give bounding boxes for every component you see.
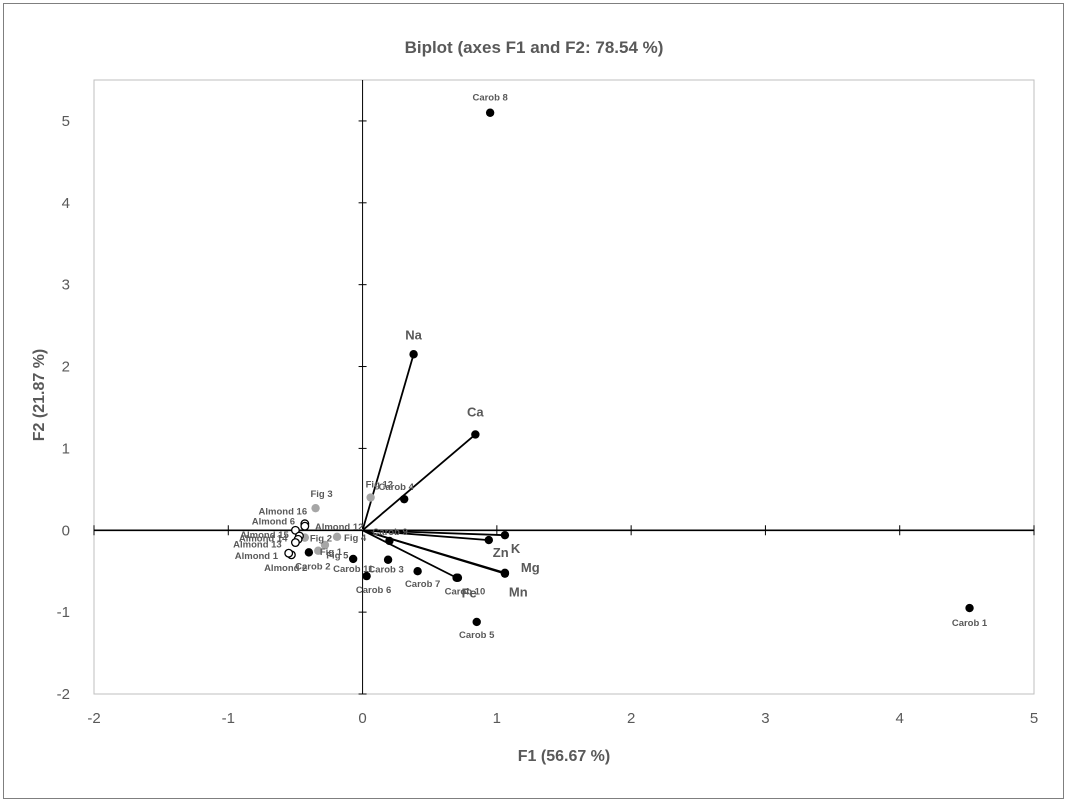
y-tick-label: 3: [62, 277, 70, 294]
x-tick-label: -1: [222, 710, 235, 727]
vector-end-zn: [484, 535, 493, 545]
label-almond-16: Almond 16: [259, 507, 308, 518]
point-carob-11: [348, 554, 358, 564]
point-carob-8: [485, 108, 495, 117]
label-fig-1: Fig 1: [320, 547, 343, 558]
vector-end-mn: [500, 569, 510, 578]
y-tick-label: -2: [57, 686, 70, 703]
variable-label-fe: Fe: [462, 586, 477, 601]
x-tick-label: 1: [493, 710, 501, 727]
variable-label-mg: Mg: [521, 560, 540, 575]
y-tick-label: 0: [62, 522, 70, 539]
label-carob-11: Carob 11: [333, 564, 374, 575]
label-fig-2: Fig 2: [310, 534, 332, 545]
label-carob-1: Carob 1: [952, 618, 988, 629]
label-carob-9: Carob 9: [372, 527, 407, 538]
label-carob-7: Carob 7: [405, 579, 440, 590]
x-axis-title: F1 (56.67 %): [518, 748, 610, 765]
chart-title: Biplot (axes F1 and F2: 78.54 %): [405, 38, 664, 57]
label-almond-13: Almond 13: [233, 540, 282, 551]
variable-label-k: K: [511, 541, 521, 556]
label-carob-5: Carob 5: [459, 630, 495, 641]
y-tick-label: 5: [62, 113, 70, 130]
point-carob-5: [472, 617, 481, 627]
x-tick-label: 2: [627, 710, 635, 727]
label-almond-1: Almond 1: [235, 551, 279, 562]
x-tick-label: 0: [358, 710, 366, 727]
variable-label-zn: Zn: [493, 545, 509, 560]
label-carob-2: Carob 2: [295, 561, 330, 572]
vector-fe: [362, 529, 457, 579]
vector-mn: [362, 529, 506, 575]
point-almond-12: [300, 521, 310, 531]
x-tick-label: -2: [87, 710, 100, 727]
y-axis-title: F2 (21.87 %): [31, 349, 48, 441]
label-carob-4: Carob 4: [379, 482, 415, 493]
point-almond-2: [284, 548, 294, 558]
point-carob-1: [965, 603, 974, 613]
point-carob-10: [453, 573, 463, 582]
point-almond-13: [290, 538, 300, 547]
point-carob-2: [304, 548, 314, 557]
label-almond-15: Almond 15: [240, 530, 289, 541]
label-fig-5: Fig 5: [326, 551, 349, 562]
point-carob-4: [400, 494, 409, 504]
y-tick-label: -1: [57, 604, 70, 621]
label-fig-12: Fig 12: [366, 480, 393, 491]
label-almond-6: Almond 6: [252, 516, 295, 527]
y-tick-label: 1: [62, 440, 70, 457]
vector-end-k: [500, 530, 510, 540]
biplot-chart: Biplot (axes F1 and F2: 78.54 %) Na Ca KZn…: [31, 38, 1039, 765]
label-almond-14: Almond 14: [239, 533, 288, 544]
y-tick-label: 4: [62, 195, 70, 212]
point-carob-3: [383, 555, 393, 564]
tick-labels: -2 -1 0 1 2 3 4 5 -2 -1 0 1 2 3 4 5: [57, 113, 1039, 727]
vector-end-na: [409, 350, 418, 359]
label-almond-2: Almond 2: [264, 563, 307, 574]
data-labels: Na Ca KZn Mg Mn Fe Carob 8 Carob 1 Carob 5 Carob …: [233, 93, 988, 641]
variable-label-ca: Ca: [467, 404, 484, 419]
vector-na: [361, 354, 415, 531]
x-tick-label: 5: [1030, 710, 1038, 727]
plot-area: [93, 79, 1035, 695]
vector-end-ca: [471, 430, 480, 439]
label-carob-8: Carob 8: [472, 93, 507, 104]
vector-k: [362, 529, 505, 537]
axes-layer: [93, 80, 1035, 695]
label-fig-3: Fig 3: [310, 489, 332, 500]
point-fig-3: [311, 503, 320, 513]
label-carob-6: Carob 6: [356, 585, 391, 596]
point-fig-12: [366, 493, 375, 502]
vector-zn: [362, 529, 489, 541]
chart-frame: Biplot (axes F1 and F2: 78.54 %) Na Ca K Zn…: [3, 3, 1064, 799]
point-carob-9: [385, 536, 394, 546]
label-almond-12: Almond 12: [315, 522, 364, 533]
variable-label-na: Na: [405, 327, 422, 342]
vector-ca: [361, 433, 476, 531]
point-carob-7: [413, 567, 422, 576]
y-tick-label: 2: [62, 359, 70, 376]
x-tick-label: 3: [761, 710, 769, 727]
point-fig-4: [332, 532, 342, 542]
variable-vectors: [361, 350, 510, 582]
x-tick-label: 4: [896, 710, 904, 727]
variable-label-mn: Mn: [509, 585, 528, 600]
point-carob-6: [362, 571, 371, 581]
point-fig-1: [320, 540, 330, 550]
label-carob-3: Carob 3: [368, 565, 403, 576]
point-fig-5: [314, 546, 323, 555]
label-fig-4: Fig 4: [344, 533, 367, 544]
observation-points: [284, 108, 974, 627]
label-carob-10: Carob 10: [445, 587, 486, 598]
